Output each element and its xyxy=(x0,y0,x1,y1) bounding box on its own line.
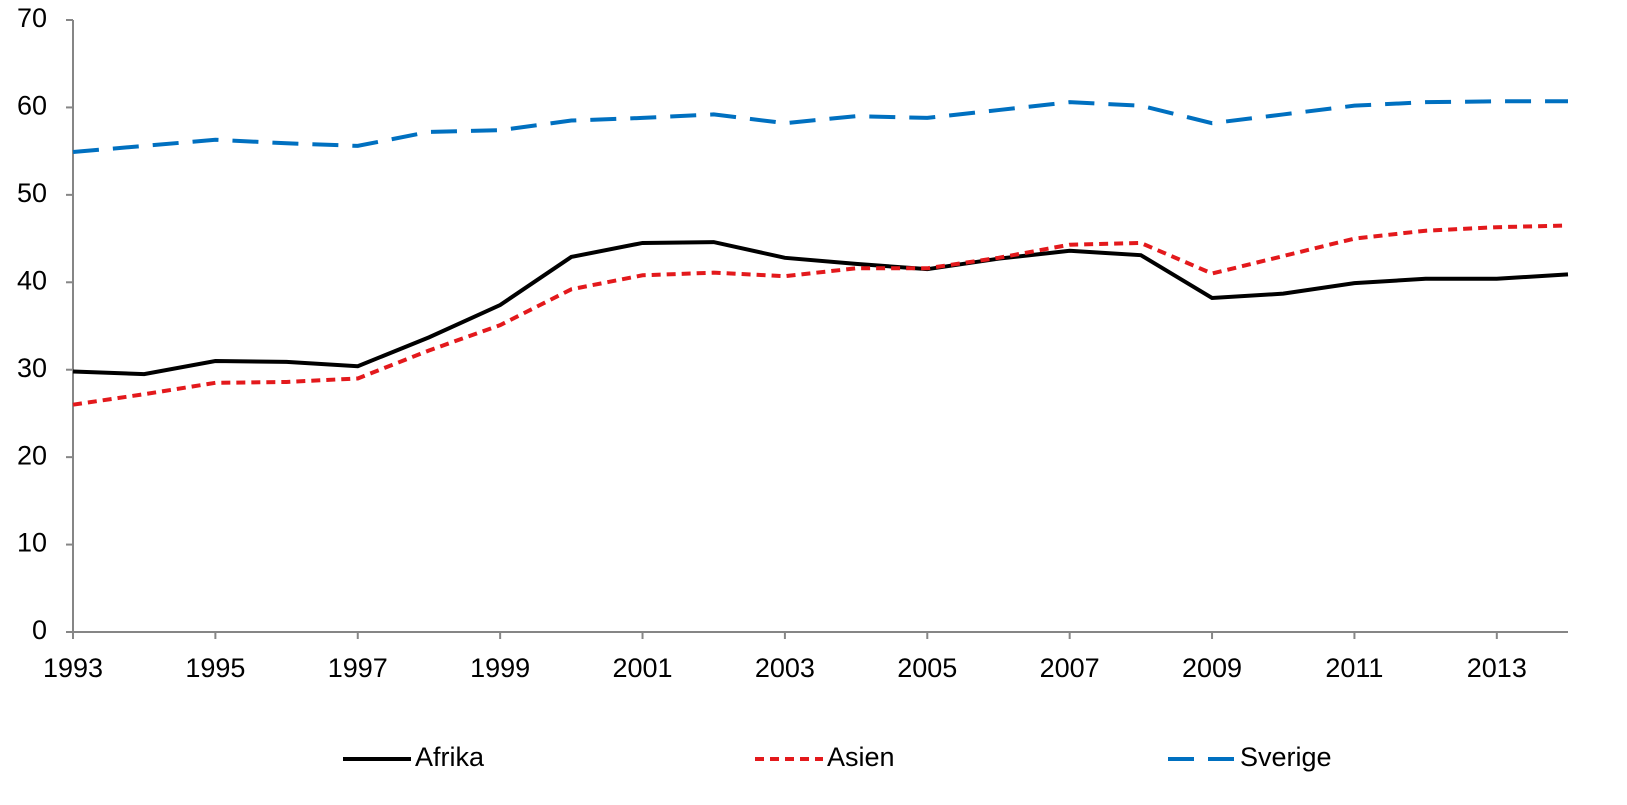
x-tick-label: 2003 xyxy=(755,653,815,683)
x-tick-label: 2007 xyxy=(1040,653,1100,683)
y-tick-label: 20 xyxy=(17,440,47,470)
line xyxy=(72,223,1569,407)
x-tick-label: 1999 xyxy=(470,653,530,683)
x-tick-label: 2013 xyxy=(1467,653,1527,683)
legend-label: Asien xyxy=(827,742,895,772)
legend-label: Afrika xyxy=(415,742,485,772)
y-tick-label: 10 xyxy=(17,528,47,558)
x-tick-label: 2009 xyxy=(1182,653,1242,683)
x-tick-label: 1993 xyxy=(43,653,103,683)
y-tick-label: 30 xyxy=(17,353,47,383)
line xyxy=(72,240,1569,377)
y-tick-label: 50 xyxy=(17,178,47,208)
y-tick-label: 70 xyxy=(17,3,47,33)
y-tick-label: 60 xyxy=(17,91,47,121)
legend-label: Sverige xyxy=(1240,742,1332,772)
x-tick-label: 2005 xyxy=(897,653,957,683)
x-tick-label: 1995 xyxy=(185,653,245,683)
y-tick-label: 40 xyxy=(17,265,47,295)
x-tick-label: 2001 xyxy=(612,653,672,683)
x-tick-label: 2011 xyxy=(1325,653,1383,683)
x-tick-label: 1997 xyxy=(328,653,388,683)
line xyxy=(72,99,1568,155)
y-tick-label: 0 xyxy=(32,615,47,645)
